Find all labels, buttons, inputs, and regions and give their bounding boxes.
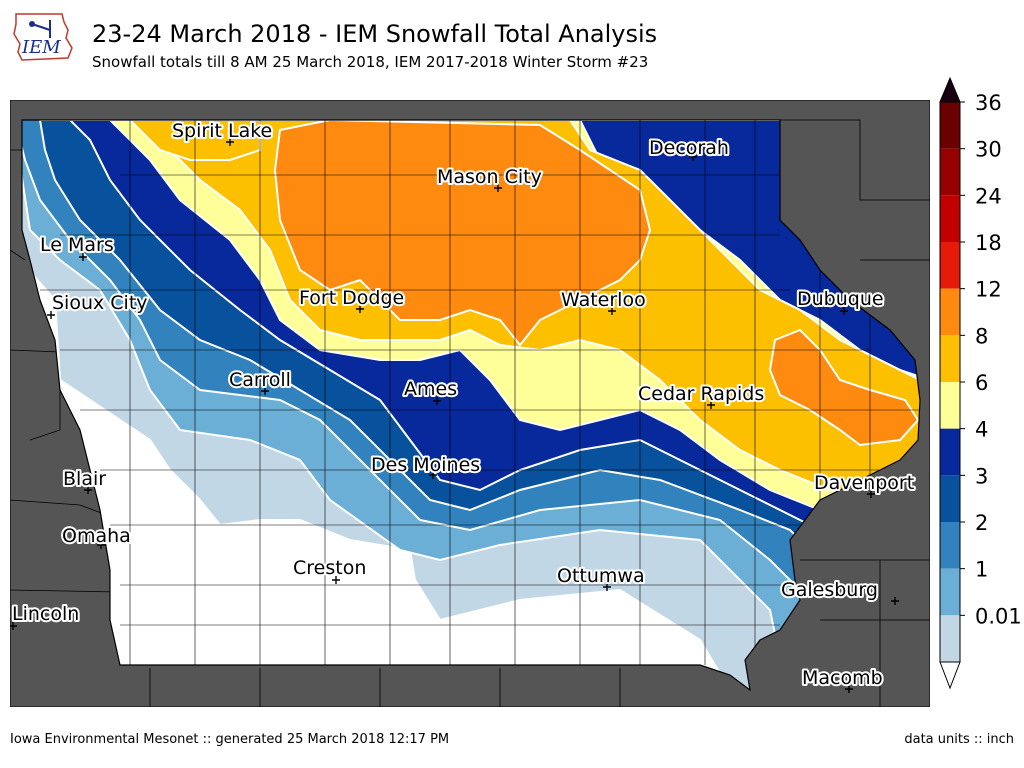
colorbar-swatch (940, 382, 960, 429)
colorbar-ticks: 36 30 24 18 12 8 6 4 3 2 1 0.01 (960, 91, 1022, 628)
colorbar-tick-label: 2 (975, 511, 988, 535)
map-subtitle: Snowfall totals till 8 AM 25 March 2018,… (92, 53, 649, 71)
header: IEM 23-24 March 2018 - IEM Snowfall Tota… (0, 0, 1024, 96)
city-label-le-mars: Le Mars (40, 234, 114, 256)
colorbar-swatch (940, 615, 960, 662)
logo-text: IEM (21, 37, 61, 58)
city-label-lincoln: Lincoln (12, 603, 79, 625)
colorbar-swatch (940, 335, 960, 382)
band-12-east (768, 328, 920, 447)
city-label-macomb: Macomb (802, 667, 883, 689)
city-label-omaha: Omaha (62, 525, 131, 547)
city-label-blair: Blair (63, 468, 106, 490)
city-label-mason-city: Mason City (437, 166, 542, 188)
colorbar-tick-label: 12 (975, 278, 1002, 302)
colorbar-swatches (940, 102, 960, 662)
colorbar-swatch (940, 475, 960, 522)
colorbar-tick-label: 24 (975, 184, 1002, 208)
city-label-dubuque: Dubuque (797, 288, 884, 310)
colorbar-tick-label: 18 (975, 231, 1002, 255)
colorbar: 36 30 24 18 12 8 6 4 3 2 1 0.01 (939, 76, 1022, 690)
colorbar-bottom-arrow (939, 661, 961, 690)
colorbar-tick-label: 1 (975, 558, 988, 582)
colorbar-swatch (940, 195, 960, 242)
colorbar-tick-label: 36 (975, 91, 1002, 115)
city-label-fort-dodge: Fort Dodge (299, 287, 404, 309)
colorbar-top-arrow (939, 76, 961, 103)
city-label-creston: Creston (293, 557, 366, 579)
city-label-des-moines: Des Moines (371, 454, 480, 476)
colorbar-tick-label: 8 (975, 324, 988, 348)
map-title: 23-24 March 2018 - IEM Snowfall Total An… (92, 20, 658, 48)
iem-logo: IEM (13, 13, 73, 61)
city-label-ames: Ames (404, 378, 457, 400)
snowfall-fields (22, 120, 920, 690)
city-labels: Spirit Lake Decorah Mason City Le Mars S… (10, 118, 916, 691)
colorbar-tick-label: 3 (975, 464, 988, 488)
colorbar-swatch (940, 288, 960, 336)
city-label-decorah: Decorah (649, 137, 729, 159)
colorbar-tick-label: 4 (975, 418, 988, 442)
band-12 (273, 120, 652, 347)
colorbar-tick-label: 0.01 (975, 604, 1022, 628)
colorbar-swatch (940, 568, 960, 616)
footer-units: data units :: inch (904, 732, 1014, 747)
colorbar-tick-label: 30 (975, 138, 1002, 162)
city-markers (10, 138, 899, 693)
city-label-davenport: Davenport (814, 472, 914, 494)
colorbar-swatch (940, 148, 960, 196)
city-label-waterloo: Waterloo (561, 289, 646, 311)
colorbar-tick-label: 6 (975, 371, 988, 395)
colorbar-swatch (940, 102, 960, 149)
county-lines (40, 120, 920, 665)
colorbar-swatch (940, 522, 960, 569)
colorbar-swatch (940, 428, 960, 476)
city-label-sioux-city: Sioux City (52, 292, 148, 314)
city-label-spirit-lake: Spirit Lake (172, 120, 272, 142)
city-label-cedar-rapids: Cedar Rapids (638, 383, 764, 405)
city-label-galesburg: Galesburg (781, 579, 878, 601)
city-label-ottumwa: Ottumwa (557, 565, 645, 587)
footer-credit: Iowa Environmental Mesonet :: generated … (10, 732, 450, 747)
city-label-carroll: Carroll (229, 369, 291, 391)
snowfall-map: Spirit Lake Decorah Mason City Le Mars S… (10, 100, 930, 707)
colorbar-swatch (940, 242, 960, 289)
